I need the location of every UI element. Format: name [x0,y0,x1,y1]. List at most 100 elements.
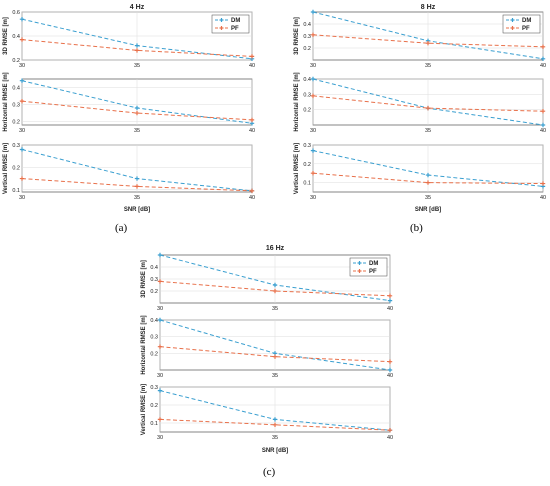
data-point-pf [19,98,25,104]
data-point-pf [540,109,546,114]
x-tick-label: 30 [19,128,25,134]
x-tick-label: 35 [272,373,278,379]
y-axis-label: Vertical RMSE [m] [141,384,147,435]
y-tick-label: 0.4 [12,86,20,92]
y-tick-label: 0.2 [150,351,158,357]
y-tick-label: 0.3 [150,385,158,391]
x-tick-label: 35 [425,63,431,69]
data-point-dm [310,148,316,153]
data-point-pf [540,181,546,186]
x-tick-label: 40 [249,63,255,69]
y-tick-label: 0.3 [303,92,311,98]
legend-label-pf: PF [369,269,377,275]
data-point-pf [387,359,393,364]
data-point-dm [387,298,393,303]
x-tick-label: 35 [134,195,140,201]
legend-marker-dm [219,18,224,22]
y-tick-label: 0.1 [303,181,311,187]
subplot-1: 0.2 0.3 0.4 30 35 40 3D RMSE [m] DM PF [294,9,546,69]
x-axis-label: SNR [dB] [415,207,441,213]
subplot-1: 0.2 0.4 0.6 30 35 40 3D RMSE [m] DM PF [3,10,255,69]
y-tick-label: 0.2 [12,165,20,171]
legend-label-dm: DM [231,18,240,24]
data-point-dm [425,172,431,178]
series-line-pf [21,100,253,121]
y-tick-label: 0.4 [12,34,20,40]
y-tick-label: 0.3 [303,34,311,40]
x-tick-label: 35 [425,128,431,134]
data-point-pf [310,32,316,37]
data-point-pf [157,344,163,349]
legend-marker-pf [357,269,362,273]
y-tick-label: 0.2 [150,403,158,409]
y-tick-label: 0.3 [12,143,20,149]
legend: DM PF [349,257,388,277]
y-axis-label: 3D RMSE [m] [141,260,147,298]
legend: DM PF [211,14,250,34]
y-axis-label: 3D RMSE [m] [3,17,9,55]
y-axis-label: Horizontal RMSE [m] [141,315,147,374]
data-point-pf [310,93,316,99]
x-tick-label: 40 [387,306,393,312]
data-point-pf [249,117,255,123]
legend-marker-dm [510,18,515,22]
x-tick-label: 40 [540,63,546,69]
x-tick-label: 40 [387,373,393,379]
data-point-dm [157,388,163,393]
data-point-dm [19,17,25,22]
y-tick-label: 0.2 [303,46,311,52]
legend-label-pf: PF [522,26,530,32]
chart-1: 4 Hz 0.2 0.4 0.6 30 35 40 3D RMSE [m] DM PF 0.2 0.3… [3,4,255,213]
data-point-dm [19,78,25,83]
y-axis-label: 3D RMSE [m] [294,17,300,55]
series-line-pf [159,418,391,431]
legend-marker-dm [357,261,362,265]
data-point-pf [540,44,546,49]
data-point-pf [272,354,278,359]
chart-title: 4 Hz [130,4,145,11]
y-axis-label: Vertical RMSE [m] [3,143,9,194]
series-line-pf [159,280,391,297]
subplot-3: 0.1 0.2 0.3 30 35 40 Vertical RMSE [m] [3,143,255,201]
data-point-pf [19,176,25,181]
x-tick-label: 35 [272,435,278,441]
x-tick-label: 40 [540,195,546,201]
y-tick-label: 0.2 [12,120,20,126]
y-tick-label: 0.3 [303,143,311,149]
y-axis-label: Horizontal RMSE [m] [294,72,300,131]
series-line-pf [21,178,253,192]
data-point-dm [272,417,278,422]
y-tick-label: 0.4 [303,22,311,28]
x-tick-label: 35 [134,63,140,69]
data-point-pf [157,417,163,422]
data-point-dm [134,43,140,48]
data-point-pf [387,293,393,298]
data-point-dm [134,105,140,111]
series-line-pf [312,95,544,112]
legend-marker-pf [219,26,224,30]
y-tick-label: 0.2 [303,108,311,114]
caption-a: (a) [115,222,128,234]
x-tick-label: 40 [540,128,546,134]
x-tick-label: 35 [134,128,140,134]
y-tick-label: 0.2 [303,162,311,168]
x-axis-label: SNR [dB] [124,207,150,213]
x-tick-label: 30 [19,63,25,69]
data-point-pf [310,171,316,176]
data-point-dm [310,76,316,82]
y-tick-label: 0.3 [150,335,158,341]
x-tick-label: 40 [387,435,393,441]
data-point-dm [134,176,140,181]
data-point-dm [157,317,163,323]
caption-b: (b) [410,222,423,234]
x-tick-label: 30 [310,63,316,69]
x-tick-label: 30 [310,195,316,201]
data-point-pf [272,422,278,427]
x-tick-label: 40 [249,195,255,201]
y-tick-label: 0.4 [303,77,311,83]
caption-c: (c) [263,466,276,478]
y-tick-label: 0.1 [12,188,20,194]
